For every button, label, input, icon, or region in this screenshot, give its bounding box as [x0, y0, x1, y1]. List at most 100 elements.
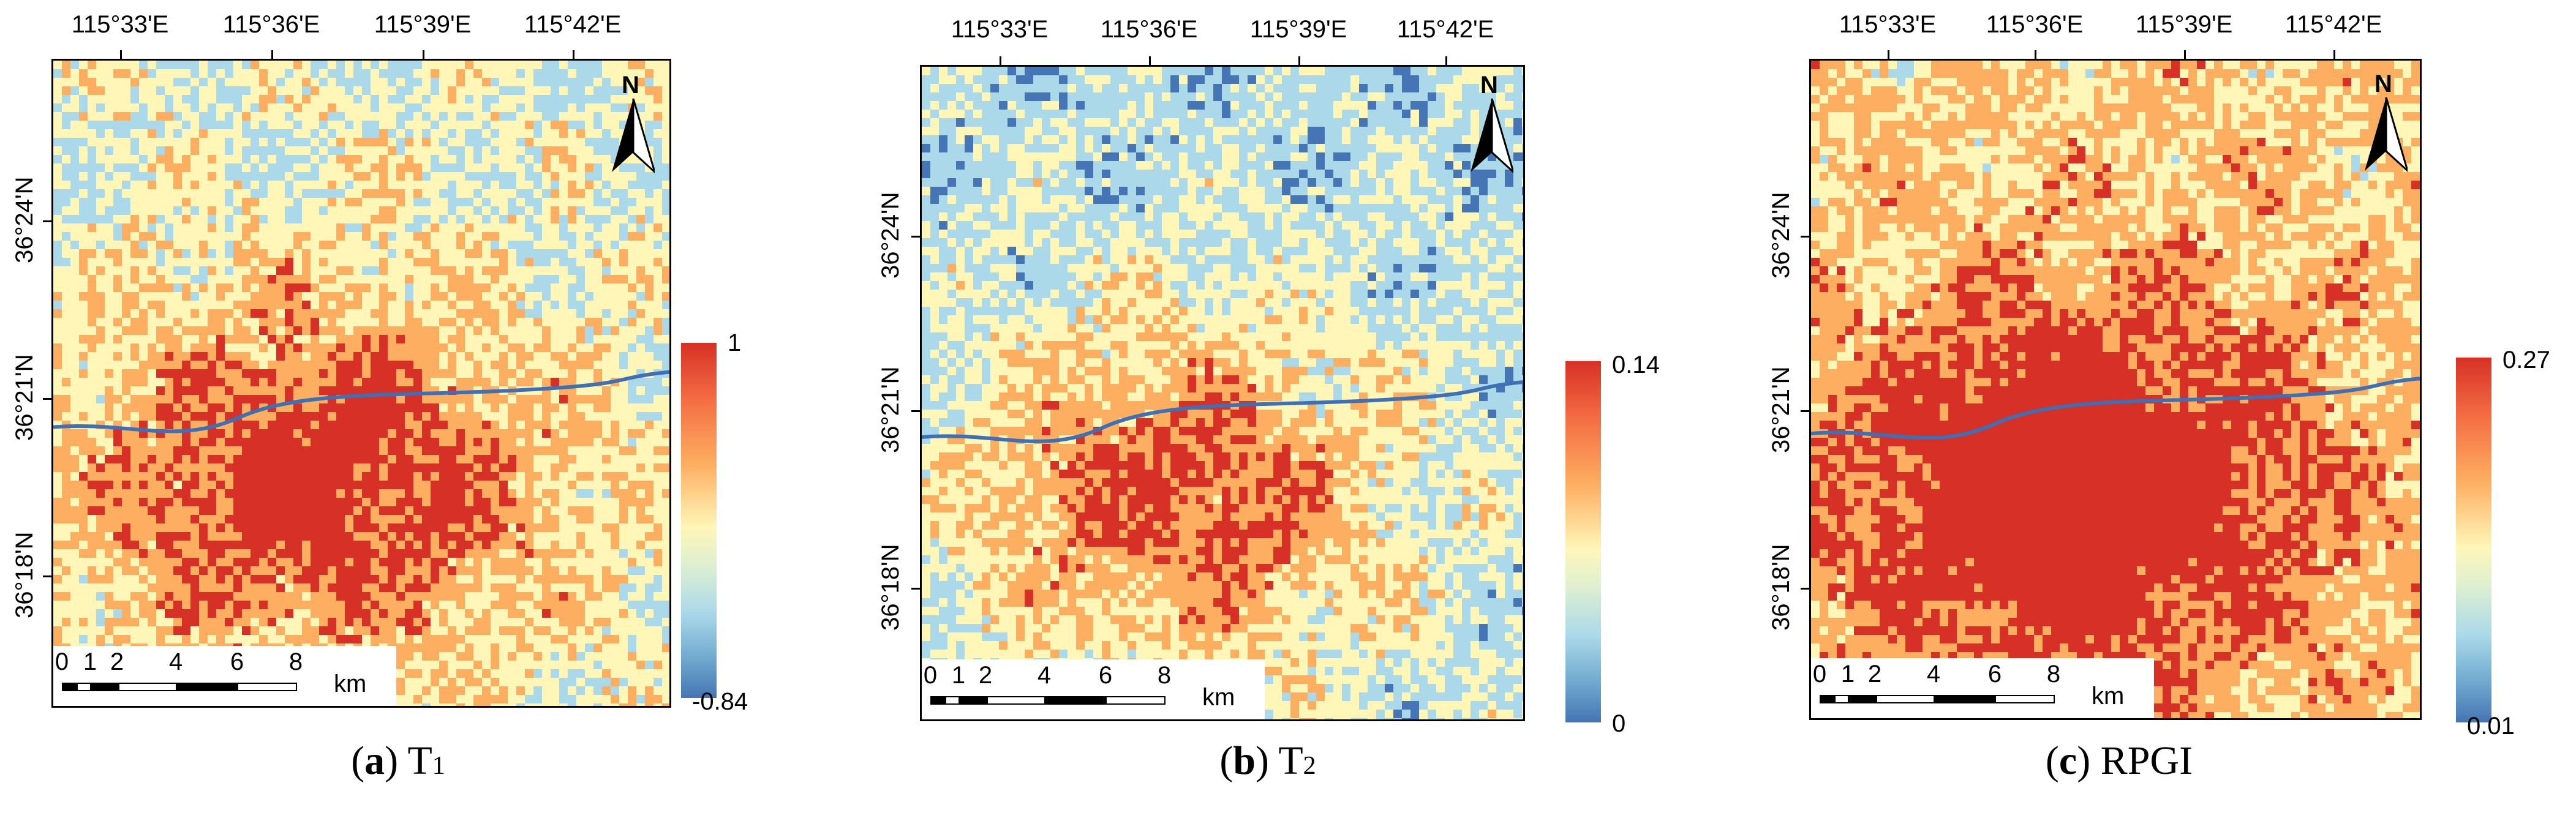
scale-segment: [1820, 695, 1834, 703]
lon-tick: [1000, 56, 1001, 65]
scale-tick-1: 1: [1840, 661, 1855, 688]
scale-segment: [77, 683, 91, 691]
caption-a: (a) T1: [351, 738, 445, 783]
north-arrow: N: [612, 72, 655, 176]
scale-tick-6: 6: [1098, 662, 1113, 689]
scale-tick-0: 0: [55, 648, 69, 675]
lat-tick: [1801, 410, 1809, 412]
scale-tick-8: 8: [288, 648, 303, 675]
lon-tick: [1149, 56, 1151, 65]
scale-tick-1: 1: [951, 662, 966, 689]
lon-label-4: 115°42'E: [2284, 11, 2382, 38]
lon-tick: [2035, 50, 2036, 59]
lon-label-4: 115°42'E: [1396, 16, 1494, 43]
lat-label-3: 36°18'N: [11, 531, 38, 618]
caption-letter: b: [1233, 738, 1256, 783]
legend-max-a: 1: [728, 329, 742, 356]
scale-segment: [62, 683, 77, 691]
river-line: [1811, 377, 2420, 440]
scale-tick-0: 0: [923, 662, 938, 689]
scale-unit: km: [1202, 684, 1235, 711]
scale-segment: [118, 683, 177, 691]
lon-tick: [1298, 56, 1300, 65]
map-raster-c: N 0 1 2 4 6 8 km: [1809, 59, 2422, 720]
scale-tick-0: 0: [1812, 661, 1827, 688]
legend-colorbar-a: [681, 343, 717, 698]
scale-segment: [1935, 695, 1995, 703]
lat-tick: [911, 236, 920, 238]
scale-segment: [1995, 695, 2055, 703]
scale-tick-2: 2: [978, 662, 993, 689]
scale-segment: [945, 696, 960, 705]
scale-segment: [237, 683, 297, 691]
lat-label-3: 36°18'N: [877, 544, 904, 631]
caption-letter: a: [364, 738, 385, 783]
scale-segment: [1876, 695, 1935, 703]
scale-segment: [930, 696, 945, 705]
panel-b: 115°33'E 115°36'E 115°39'E 115°42'E 36°2…: [857, 0, 1715, 821]
lon-tick: [120, 50, 122, 59]
north-arrow: N: [2365, 70, 2408, 174]
north-arrow-icon: [1471, 99, 1513, 174]
lon-tick: [2184, 50, 2186, 59]
raster-image: [922, 67, 1523, 719]
lat-label-1: 36°24'N: [11, 176, 38, 263]
lat-label-2: 36°21'N: [877, 366, 904, 453]
raster-image: [53, 61, 669, 706]
caption-b: (b) T2: [1219, 738, 1316, 783]
caption-letter: c: [2058, 738, 2077, 783]
river-line: [922, 380, 1523, 443]
legend-min-b: 0: [1612, 710, 1626, 737]
north-arrow: N: [1471, 72, 1513, 176]
scale-tick-8: 8: [2046, 661, 2061, 688]
caption-text: T: [407, 738, 432, 783]
lon-label-1: 115°33'E: [71, 11, 169, 38]
lon-label-3: 115°39'E: [1249, 16, 1347, 43]
lon-label-3: 115°39'E: [374, 11, 472, 38]
scale-unit: km: [2092, 683, 2125, 710]
lat-tick: [43, 575, 51, 577]
lon-tick: [1888, 50, 1889, 59]
lon-tick: [423, 50, 424, 59]
lon-tick: [271, 50, 273, 59]
lat-label-1: 36°24'N: [1768, 192, 1795, 279]
lon-label-1: 115°33'E: [1839, 11, 1937, 38]
legend-max-c: 0.27: [2503, 347, 2550, 373]
lat-label-2: 36°21'N: [1768, 366, 1795, 453]
scale-tick-1: 1: [83, 648, 97, 675]
lat-tick: [1801, 588, 1809, 590]
caption-c: (c) RPGI: [2045, 738, 2193, 783]
lon-label-2: 115°36'E: [1986, 11, 2084, 38]
river-line: [53, 370, 669, 433]
scale-tick-4: 4: [168, 648, 183, 675]
lat-tick: [911, 410, 920, 412]
lon-label-2: 115°36'E: [222, 11, 320, 38]
north-arrow-icon: [612, 99, 655, 174]
scale-tick-8: 8: [1157, 662, 1172, 689]
lon-label-3: 115°39'E: [2135, 11, 2233, 38]
north-label: N: [622, 72, 639, 99]
lat-tick: [911, 588, 920, 590]
lat-label-3: 36°18'N: [1768, 544, 1795, 631]
scale-tick-4: 4: [1037, 662, 1052, 689]
caption-subscript: 1: [432, 752, 445, 780]
panel-a: 115°33'E 115°36'E 115°39'E 115°42'E 36°2…: [0, 0, 857, 821]
scale-bar: 0 1 2 4 6 8 km: [1811, 658, 2154, 718]
north-label: N: [1480, 72, 1498, 99]
lat-label-1: 36°24'N: [877, 192, 904, 279]
lat-tick: [43, 220, 51, 222]
scale-segment: [1849, 695, 1876, 703]
legend-colorbar-c: [2456, 358, 2491, 722]
lon-label-2: 115°36'E: [1100, 16, 1198, 43]
scale-segment: [987, 696, 1045, 705]
lon-tick: [1445, 56, 1447, 65]
scale-tick-4: 4: [1926, 661, 1941, 688]
scale-segment: [1834, 695, 1849, 703]
legend-min-c: 0.01: [2467, 713, 2515, 740]
lon-tick: [573, 50, 574, 59]
scale-bar: 0 1 2 4 6 8 km: [922, 659, 1265, 719]
legend-max-b: 0.14: [1612, 351, 1660, 378]
north-label: N: [2375, 70, 2392, 97]
lon-label-1: 115°33'E: [951, 16, 1049, 43]
scale-unit: km: [334, 670, 367, 697]
